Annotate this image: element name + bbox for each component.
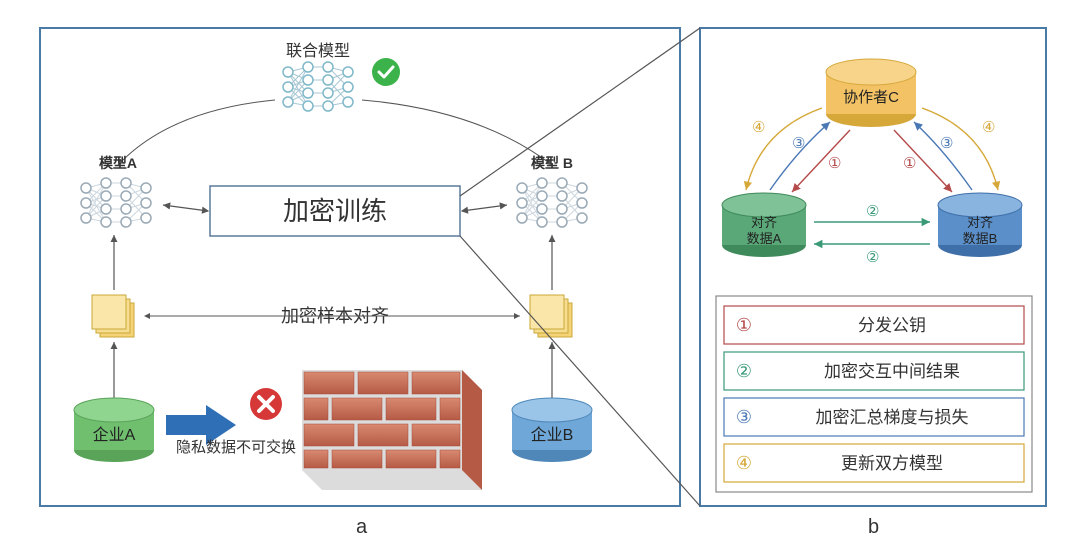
joint-model-label: 联合模型	[286, 42, 350, 60]
edge-a-c-3-num: ③	[792, 135, 805, 152]
edge-c-b-4-num: ④	[982, 119, 995, 136]
aligned-b-l2: 数据B	[963, 231, 998, 246]
encrypted-training-label: 加密训练	[283, 196, 387, 226]
aligned-a-l1: 对齐	[751, 215, 777, 230]
collaborator-c-cylinder-icon: 协作者C	[826, 59, 916, 127]
model-a-label: 模型A	[99, 155, 137, 171]
legend: ① 分发公钥 ② 加密交互中间结果 ③ 加密汇总梯度与损失 ④ 更新双方模型	[716, 296, 1032, 492]
privacy-label: 隐私数据不可交换	[176, 438, 296, 456]
legend-1-text: 分发公钥	[858, 316, 926, 335]
edge-c-a-4-num: ④	[752, 119, 765, 136]
collaborator-c-label: 协作者C	[843, 89, 899, 106]
aligned-a-l2: 数据A	[747, 231, 782, 246]
doc-b-icon	[530, 295, 572, 337]
model-a-nn-icon	[81, 178, 151, 227]
aligned-b-cylinder-icon: 对齐 数据B	[938, 193, 1022, 257]
edge-b-c-3-num: ③	[940, 135, 953, 152]
edge-c-b-1-num: ①	[903, 155, 916, 172]
legend-4-text: 更新双方模型	[841, 454, 943, 473]
model-b-label: 模型 B	[531, 155, 573, 171]
model-b-nn-icon	[517, 178, 587, 227]
aligned-a-cylinder-icon: 对齐 数据A	[722, 193, 806, 257]
panel-b-label: b	[868, 516, 879, 539]
enterprise-a-label: 企业A	[93, 426, 136, 444]
doc-a-icon	[92, 295, 134, 337]
check-icon	[372, 58, 400, 86]
connector-to-panel-b	[460, 28, 700, 196]
joint-model-nn-icon	[283, 62, 353, 111]
edge-a-b-2-top-num: ②	[866, 203, 879, 220]
cross-icon	[250, 388, 282, 420]
enterprise-b-label: 企业B	[531, 426, 574, 444]
arc-to-model-b	[362, 100, 552, 165]
connector-lower	[460, 236, 700, 506]
legend-3-num: ③	[736, 407, 752, 427]
edge-b-a-2-bot-num: ②	[866, 249, 879, 266]
legend-2-text: 加密交互中间结果	[824, 362, 960, 381]
aligned-b-l1: 对齐	[967, 215, 993, 230]
arc-to-model-a	[118, 100, 275, 165]
legend-3-text: 加密汇总梯度与损失	[816, 408, 969, 427]
enterprise-a-cylinder-icon: 企业A	[74, 398, 154, 462]
enterprise-b-cylinder-icon: 企业B	[512, 398, 592, 462]
train-to-model-b-arrow	[462, 205, 507, 211]
legend-1-num: ①	[736, 315, 752, 335]
brick-wall-icon	[302, 370, 482, 490]
legend-2-num: ②	[736, 361, 752, 381]
edge-b-c-3	[914, 122, 972, 190]
edge-c-a-1-num: ①	[828, 155, 841, 172]
legend-4-num: ④	[736, 453, 752, 473]
train-to-model-a-arrow	[163, 205, 208, 211]
panel-a-label: a	[356, 516, 367, 539]
